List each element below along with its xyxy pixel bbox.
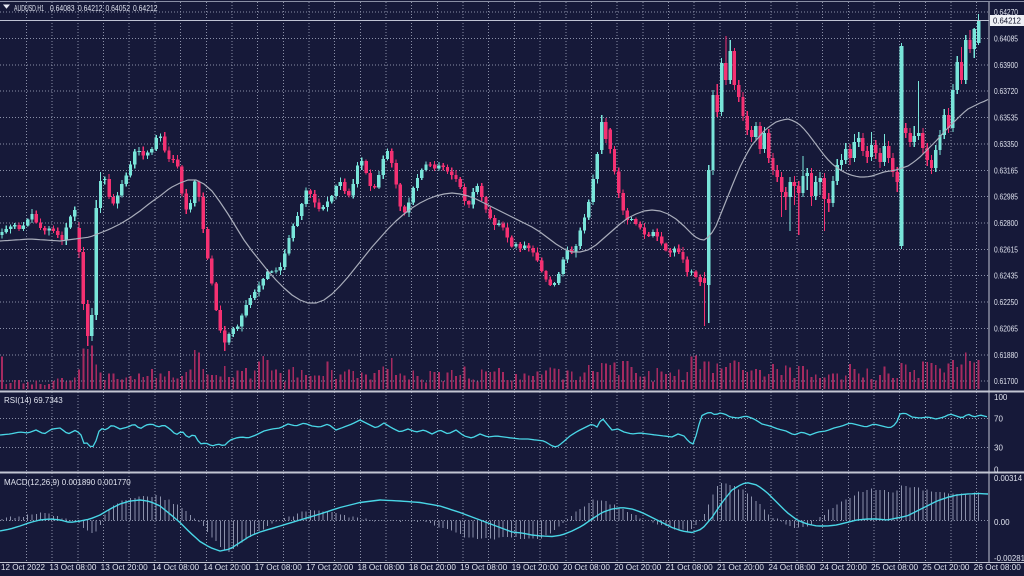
svg-text:0.64212: 0.64212 <box>993 16 1021 26</box>
svg-text:0.64085: 0.64085 <box>994 35 1018 44</box>
svg-text:-0.00281: -0.00281 <box>994 554 1024 563</box>
svg-text:18 Oct 08:00: 18 Oct 08:00 <box>358 563 406 572</box>
svg-text:MACD(12,26,9) 0.001890 0.00177: MACD(12,26,9) 0.001890 0.001770 <box>4 478 131 487</box>
svg-text:12 Oct 2022: 12 Oct 2022 <box>1 563 46 572</box>
svg-text:25 Oct 20:00: 25 Oct 20:00 <box>923 563 971 572</box>
svg-text:17 Oct 20:00: 17 Oct 20:00 <box>306 563 354 572</box>
svg-text:0.64212: 0.64212 <box>133 4 158 13</box>
svg-text:0.62435: 0.62435 <box>994 272 1018 281</box>
svg-text:13 Oct 08:00: 13 Oct 08:00 <box>49 563 97 572</box>
svg-text:26 Oct 08:00: 26 Oct 08:00 <box>974 563 1022 572</box>
svg-text:24 Oct 08:00: 24 Oct 08:00 <box>768 563 816 572</box>
svg-text:17 Oct 08:00: 17 Oct 08:00 <box>255 563 303 572</box>
svg-text:14 Oct 20:00: 14 Oct 20:00 <box>203 563 251 572</box>
svg-text:0.64212: 0.64212 <box>78 4 103 13</box>
svg-text:0.62065: 0.62065 <box>994 325 1018 334</box>
svg-text:21 Oct 20:00: 21 Oct 20:00 <box>717 563 765 572</box>
svg-text:0.63720: 0.63720 <box>994 87 1018 96</box>
svg-text:18 Oct 20:00: 18 Oct 20:00 <box>409 563 457 572</box>
svg-text:0.63165: 0.63165 <box>994 167 1018 176</box>
svg-text:14 Oct 08:00: 14 Oct 08:00 <box>152 563 200 572</box>
svg-text:24 Oct 20:00: 24 Oct 20:00 <box>820 563 868 572</box>
svg-text:100: 100 <box>994 393 1008 402</box>
svg-text:0.64270: 0.64270 <box>994 8 1018 17</box>
svg-text:20 Oct 08:00: 20 Oct 08:00 <box>563 563 611 572</box>
svg-text:0.61880: 0.61880 <box>994 351 1018 360</box>
svg-text:70: 70 <box>994 415 1003 424</box>
svg-text:0.64083: 0.64083 <box>50 4 75 13</box>
svg-text:0.62250: 0.62250 <box>994 298 1018 307</box>
svg-text:30: 30 <box>994 444 1003 453</box>
svg-text:0.00: 0.00 <box>994 518 1010 527</box>
svg-text:0.63535: 0.63535 <box>994 114 1018 123</box>
svg-text:21 Oct 08:00: 21 Oct 08:00 <box>666 563 714 572</box>
svg-text:0.00314: 0.00314 <box>994 474 1023 483</box>
svg-text:0.62800: 0.62800 <box>994 219 1018 228</box>
svg-text:0.63350: 0.63350 <box>994 140 1018 149</box>
svg-text:0: 0 <box>994 465 999 474</box>
svg-text:13 Oct 20:00: 13 Oct 20:00 <box>101 563 149 572</box>
svg-text:25 Oct 08:00: 25 Oct 08:00 <box>871 563 919 572</box>
svg-text:RSI(14) 69.7343: RSI(14) 69.7343 <box>4 396 63 405</box>
svg-text:0.62985: 0.62985 <box>994 193 1018 202</box>
svg-text:AUDUSD,H1: AUDUSD,H1 <box>14 4 44 13</box>
svg-text:0.61700: 0.61700 <box>994 377 1018 386</box>
svg-text:0.62615: 0.62615 <box>994 246 1018 255</box>
svg-text:0.64052: 0.64052 <box>106 4 131 13</box>
svg-text:0.63900: 0.63900 <box>994 61 1018 70</box>
svg-text:19 Oct 20:00: 19 Oct 20:00 <box>512 563 560 572</box>
svg-text:20 Oct 20:00: 20 Oct 20:00 <box>614 563 662 572</box>
svg-text:19 Oct 08:00: 19 Oct 08:00 <box>460 563 508 572</box>
